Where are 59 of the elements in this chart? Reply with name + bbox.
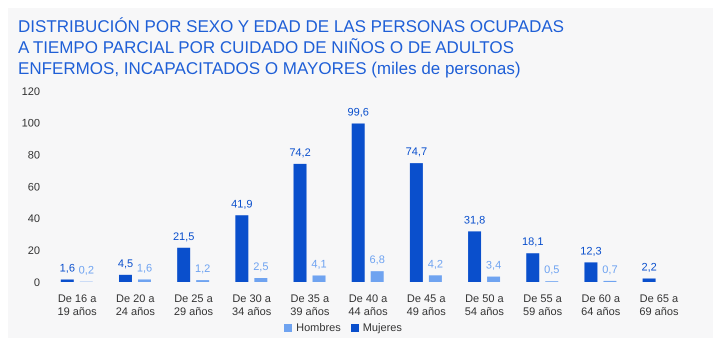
bar — [60, 279, 74, 282]
data-label: 0,7 — [602, 264, 618, 276]
bar — [118, 274, 132, 282]
data-label: 1,2 — [195, 263, 210, 276]
data-label: 3,4 — [486, 260, 502, 272]
data-label: 74,7 — [406, 146, 428, 158]
y-tick-label: 80 — [28, 150, 40, 162]
y-tick-label: 60 — [28, 181, 40, 194]
bar — [254, 278, 268, 282]
data-label: 99,6 — [348, 106, 369, 118]
data-label: 31,8 — [464, 214, 486, 226]
data-label: 4,2 — [428, 258, 444, 270]
x-tick-label: De 60 a 64 años — [581, 293, 621, 318]
y-tick-label: 20 — [28, 245, 40, 258]
y-tick-label: 120 — [22, 86, 40, 98]
bar — [235, 215, 248, 282]
data-label: 0,5 — [544, 264, 560, 276]
x-tick-label: De 35 a 39 años — [290, 293, 330, 318]
x-tick-label: De 30 a 34 años — [232, 293, 272, 318]
bar — [294, 164, 307, 282]
y-tick-label: 40 — [28, 213, 40, 226]
bar — [138, 279, 151, 282]
bar — [410, 163, 423, 282]
x-tick-label: De 25 a 29 años — [174, 293, 214, 318]
data-label: 2,2 — [641, 262, 657, 274]
data-label: 1,6 — [136, 262, 152, 274]
bar — [526, 253, 540, 282]
bar — [370, 271, 384, 282]
legend-label: Hombres — [296, 322, 341, 334]
x-tick-label: De 50 a 54 años — [464, 293, 505, 318]
data-label: 74,2 — [289, 146, 311, 159]
bar — [428, 275, 442, 282]
data-label: 12,3 — [580, 245, 602, 258]
bar — [468, 231, 482, 282]
bar — [352, 123, 365, 282]
x-tick-label: De 16 a 19 años — [58, 293, 98, 318]
x-tick-label: De 20 a 24 años — [116, 293, 156, 318]
x-tick-label: De 45 a 49 años — [406, 293, 446, 318]
data-label: 4,1 — [311, 258, 327, 270]
x-tick-label: De 55 a 59 años — [522, 293, 563, 318]
bar — [584, 262, 598, 282]
bar — [177, 248, 190, 282]
data-label: 21,5 — [172, 230, 194, 243]
legend-label: Mujeres — [362, 322, 402, 334]
bar — [487, 276, 500, 282]
data-label: 6,8 — [370, 254, 385, 266]
x-tick-label: De 40 a 44 años — [348, 293, 388, 318]
y-tick-label: 0 — [34, 276, 40, 289]
data-label: 1,6 — [60, 262, 75, 274]
data-label: 2,5 — [253, 261, 268, 274]
data-label: 41,9 — [231, 198, 253, 210]
data-label: 0,2 — [78, 264, 94, 277]
y-tick-label: 100 — [22, 118, 40, 130]
data-label: 4,5 — [118, 258, 134, 270]
bar — [642, 278, 656, 282]
x-tick-label: De 65 a 69 años — [639, 293, 680, 318]
bar — [312, 275, 326, 282]
chart-title: DISTRIBUCIÓN POR SEXO Y EDAD DE LAS PERSONAS OCUPADAS A TIEMPO PARCIAL POR CUIDADO DE NIÑOS O DE ADULTOS ENFERMOS, INCAPACITADOS O MAYORES (miles de personas) — [17, 16, 566, 79]
data-label: 18,1 — [522, 236, 544, 248]
